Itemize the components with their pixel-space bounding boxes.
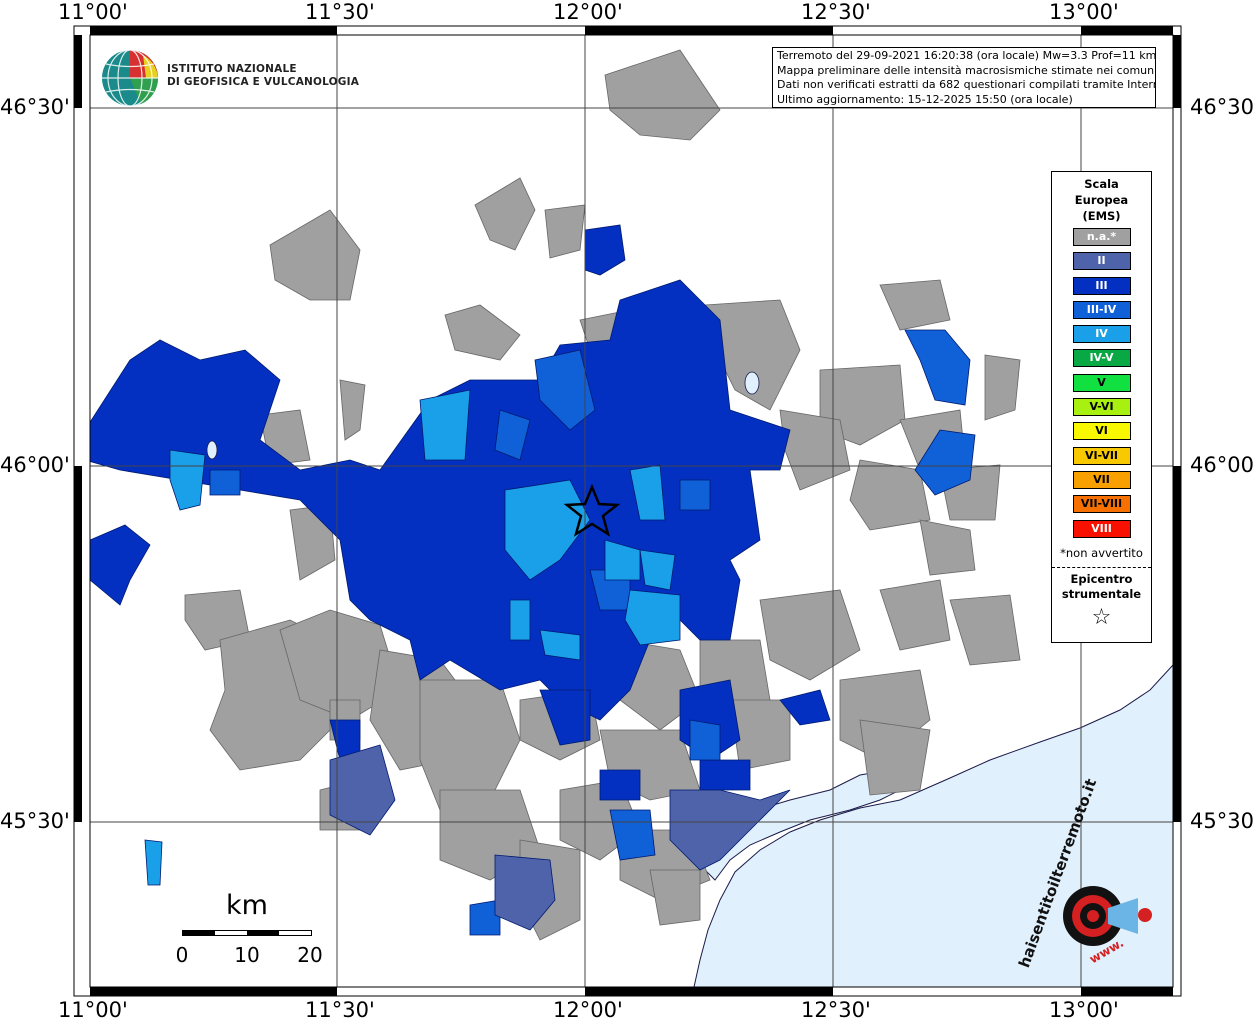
lat-label-right: 46°30' [1190, 95, 1255, 119]
legend-epicenter-1: Epicentro [1070, 571, 1133, 586]
lon-label-top: 11°00' [58, 0, 128, 24]
info-line-1: Terremoto del 29-09-2021 16:20:38 (ora l… [777, 49, 1156, 62]
ingv-logo: ISTITUTO NAZIONALE DI GEOFISICA E VULCAN… [101, 47, 359, 111]
legend-item: n.a.* [1072, 228, 1131, 246]
lon-label-bottom: 11°30' [305, 998, 375, 1022]
legend-epicenter-2: strumentale [1061, 586, 1142, 601]
legend-item: V-VI [1072, 398, 1131, 417]
na-municipalities [184, 49, 1021, 941]
hst-target-icon [1063, 886, 1152, 946]
legend-item: III [1072, 276, 1131, 295]
ems-legend: Scala Europea (EMS) n.a.* II III III-IV IV IV… [1051, 171, 1152, 643]
scale-tick: 0 [175, 943, 189, 967]
legend-item: VIII [1072, 519, 1131, 538]
lon-label-top: 11°30' [305, 0, 375, 24]
earthquake-info-box: Terremoto del 29-09-2021 16:20:38 (ora l… [772, 47, 1156, 108]
scale-bar-graphic [182, 930, 312, 936]
legend-title-3: (EMS) [1082, 209, 1121, 223]
intensity-II-areas [329, 744, 791, 931]
legend-separator [1052, 566, 1151, 568]
legend-item: II [1072, 252, 1131, 271]
legend-item: IV-V [1072, 349, 1131, 368]
venice-lagoon [699, 769, 901, 881]
info-line-3: Dati non verificati estratti da 682 ques… [777, 78, 1156, 91]
hst-badge: haisentitoilterremoto.it www. [1015, 776, 1178, 978]
lon-label-top: 12°00' [553, 0, 623, 24]
legend-item: IV [1072, 325, 1131, 344]
intensity-IV-areas [144, 389, 681, 886]
lon-label-bottom: 13°00' [1049, 998, 1119, 1022]
epicenter-star [563, 483, 621, 537]
info-line-2: Mappa preliminare delle intensità macros… [777, 63, 1156, 77]
legend-item: VI-VII [1072, 446, 1131, 465]
legend-title-1: Scala [1084, 177, 1119, 191]
legend-title-2: Europea [1074, 193, 1129, 207]
lon-label-bottom: 12°30' [801, 998, 871, 1022]
lat-label-right: 46°00' [1190, 453, 1255, 477]
lat-label-left: 46°00' [0, 453, 70, 477]
legend-items: n.a.* II III III-IV IV IV-V V V-VI VI VI-VII VII VI… [1052, 228, 1151, 538]
info-line-4: Ultimo aggiornamento: 15-12-2025 15:50 (… [777, 92, 1073, 106]
map-frame [73, 25, 1182, 997]
legend-item: V [1072, 373, 1131, 392]
lat-label-right: 45°30' [1190, 809, 1255, 833]
legend-item: VII [1072, 470, 1131, 489]
scale-tick: 10 [234, 943, 260, 967]
legend-item: VII-VIII [1072, 495, 1131, 514]
legend-note: *non avvertito [1060, 545, 1143, 560]
star-outline-icon: ☆ [1091, 604, 1112, 630]
adriatic-sea [693, 664, 1173, 987]
scale-bar: km 0 10 20 [170, 890, 330, 970]
intensity-III-IV-areas [209, 329, 976, 936]
lat-label-left: 46°30' [0, 95, 70, 119]
lat-label-left: 45°30' [0, 809, 70, 833]
logo-line-1: ISTITUTO NAZIONALE [167, 63, 297, 75]
logo-line-2: DI GEOFISICA E VULCANOLOGIA [167, 76, 360, 88]
lake [744, 371, 760, 395]
lon-label-bottom: 11°00' [58, 998, 128, 1022]
legend-item: III-IV [1072, 300, 1131, 319]
scale-tick: 20 [297, 943, 323, 967]
lake [206, 440, 218, 460]
ingv-globe-icon [102, 49, 159, 107]
lon-label-top: 12°30' [801, 0, 871, 24]
lon-label-bottom: 12°00' [553, 998, 623, 1022]
legend-item: VI [1072, 422, 1131, 441]
lon-label-top: 13°00' [1049, 0, 1119, 24]
scale-unit: km [226, 890, 268, 921]
